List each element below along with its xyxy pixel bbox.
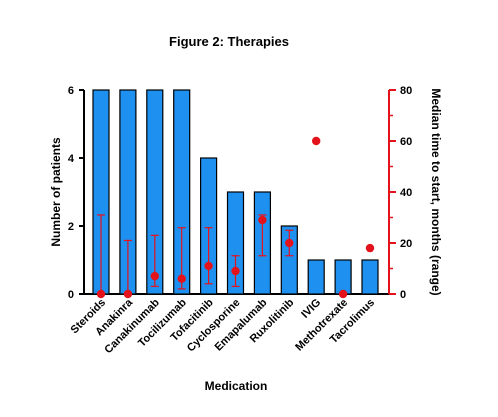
y-tick-label: 4 bbox=[68, 153, 75, 165]
y2-axis-title: Median time to start, months (range) bbox=[429, 88, 443, 295]
y2-tick-label: 0 bbox=[400, 289, 406, 301]
median-marker-canakinumab bbox=[150, 271, 159, 281]
bar-tofacitinib bbox=[200, 157, 218, 295]
y-tick-label: 2 bbox=[68, 221, 74, 233]
bar-canakinumab bbox=[146, 89, 164, 295]
bar-methotrexate bbox=[334, 259, 352, 295]
median-marker-ivig bbox=[312, 136, 321, 146]
median-marker-emapalumab bbox=[258, 215, 267, 225]
y2-tick-label: 80 bbox=[400, 85, 412, 97]
median-marker-methotrexate bbox=[338, 289, 348, 299]
bar-ivig bbox=[307, 259, 325, 295]
category-labels-group: SteroidsAnakinraCanakinumabTocilizumabTo… bbox=[69, 296, 378, 356]
median-marker-cyclosporine bbox=[231, 266, 240, 276]
y-tick-label: 6 bbox=[68, 85, 74, 97]
range-bar-tofacitinib bbox=[204, 227, 213, 285]
median-marker-anakinra bbox=[123, 289, 133, 299]
median-marker-tofacitinib bbox=[204, 261, 213, 271]
median-marker-steroids bbox=[96, 289, 106, 299]
y-tick-label: 0 bbox=[68, 289, 74, 301]
x-axis-title: Medication bbox=[205, 379, 268, 393]
y2-tick-label: 60 bbox=[400, 136, 412, 148]
bar-cyclosporine bbox=[226, 191, 245, 295]
bar-tacrolimus bbox=[361, 259, 379, 295]
median-marker-tocilizumab bbox=[177, 274, 186, 283]
category-label: IVIG bbox=[299, 297, 323, 321]
median-marker-tacrolimus bbox=[365, 243, 375, 253]
median-marker-ruxolitinib bbox=[285, 238, 294, 248]
y-axis-ticks: 0 2 4 6 bbox=[68, 85, 84, 301]
chart-title: Figure 2: Therapies bbox=[169, 34, 289, 49]
median-markers-group bbox=[96, 136, 375, 299]
bar-tocilizumab bbox=[173, 89, 191, 295]
y2-tick-label: 20 bbox=[400, 238, 412, 250]
y2-axis-ticks: 0 20 40 60 80 bbox=[389, 85, 412, 301]
y-axis-title: Number of patients bbox=[49, 137, 63, 247]
y2-tick-label: 40 bbox=[400, 187, 412, 199]
